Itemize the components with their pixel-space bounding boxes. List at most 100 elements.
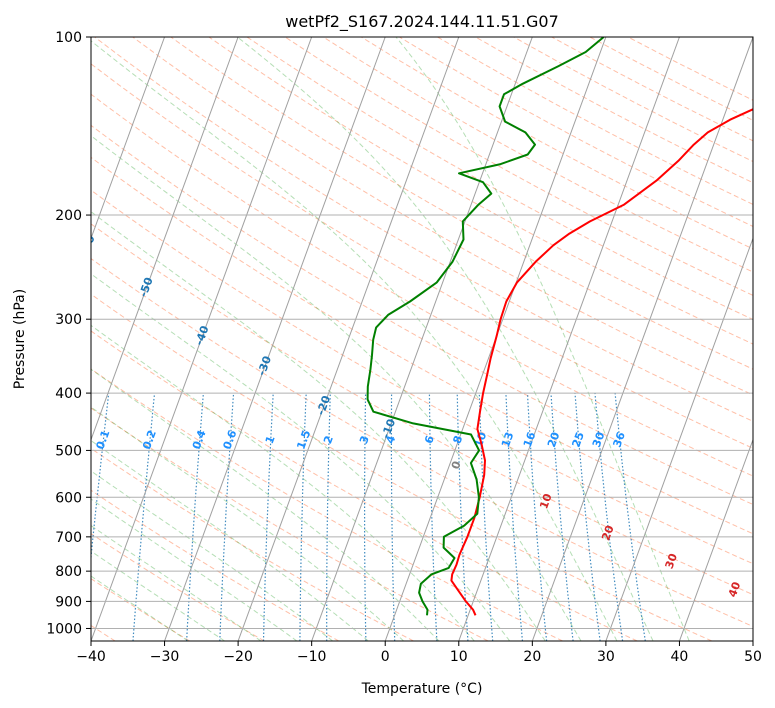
dry-adiabat [91, 330, 638, 641]
moist-adiabat-label: 20 [599, 523, 617, 542]
moist-adiabat [91, 550, 225, 641]
moist-adiabat [91, 524, 262, 641]
mixing-ratio-line [186, 393, 204, 641]
x-tick-label: −30 [150, 649, 180, 665]
moist-adiabat [237, 37, 654, 641]
mixing-ratio-label: 0.6 [221, 428, 240, 451]
x-tick-label: −10 [297, 649, 327, 665]
dry-adiabat [91, 156, 753, 535]
y-tick-label: 800 [55, 564, 82, 580]
isotherm [91, 37, 166, 240]
moist-adiabat [91, 470, 333, 641]
isotherms [91, 37, 753, 641]
mixing-ratio-line [299, 393, 307, 641]
mixing-ratio-label: 0.2 [140, 428, 159, 451]
dry-adiabat [91, 407, 489, 641]
y-tick-label: 900 [55, 594, 82, 610]
mixing-ratio-label: 16 [521, 430, 539, 449]
sounding-series [366, 37, 753, 616]
x-tick-label: −20 [223, 649, 253, 665]
x-tick-label: 30 [597, 649, 615, 665]
dry-adiabat-label: -50 [137, 275, 156, 298]
dry-adiabat [399, 37, 753, 228]
y-tick-label: 1000 [46, 621, 82, 637]
x-tick-label: 0 [381, 649, 390, 665]
mixing-ratio-label: 6 [422, 434, 437, 446]
dry-adiabat-label: -60 [78, 233, 97, 256]
dry-adiabat [513, 37, 753, 163]
isotherm [678, 438, 753, 641]
x-tick-label: −40 [76, 649, 106, 665]
dry-adiabat [91, 257, 753, 628]
y-axis-label: Pressure (hPa) [12, 289, 28, 389]
dry-adiabat [437, 37, 753, 205]
mixing-ratio-line [526, 393, 548, 641]
mixing-ratio-label: 30 [590, 430, 608, 449]
dry-adiabat [208, 37, 753, 345]
mixing-ratio-label: 1 [263, 434, 278, 446]
dry-adiabats [91, 37, 753, 641]
dry-adiabat [91, 223, 753, 596]
isotherm [91, 37, 239, 442]
isotherm [531, 37, 753, 641]
y-tick-label: 500 [55, 443, 82, 459]
moist-adiabat [395, 37, 690, 641]
dewpoint-line [366, 37, 605, 616]
mixing-ratio-line [505, 393, 524, 641]
moist-adiabat [91, 211, 546, 641]
plot-area: -100-90-80-70-60-50-40-30-20-10010203040… [26, 37, 753, 641]
moist-adiabat [91, 135, 582, 641]
isotherm [458, 37, 680, 641]
temperature-line [450, 108, 753, 616]
dry-adiabat [91, 368, 563, 641]
mixing-ratio-line [326, 393, 331, 641]
dry-adiabat [91, 489, 340, 641]
dry-adiabat-label: -20 [314, 394, 333, 417]
mixing-ratio-line [574, 393, 601, 641]
dry-adiabat [246, 37, 753, 321]
mixing-ratio-label: 3 [357, 434, 372, 446]
y-tick-label: 200 [55, 208, 82, 224]
y-tick-label: 300 [55, 312, 82, 328]
mixing-ratio-line [262, 393, 274, 641]
moist-adiabat [91, 273, 511, 641]
mixing-ratio-label: 4 [384, 434, 399, 446]
isotherm [164, 37, 386, 641]
x-axis-label: Temperature (°C) [361, 681, 483, 697]
moist-adiabats [91, 37, 690, 641]
moist-adiabat [91, 324, 475, 641]
dry-adiabat [322, 37, 753, 273]
dry-adiabat-label: -70 [26, 176, 45, 199]
dry-adiabat [284, 37, 753, 296]
moist-adiabat-label: 10 [537, 492, 555, 511]
x-tick-label: 50 [744, 649, 762, 665]
moist-adiabat-label: 30 [663, 551, 681, 570]
dry-adiabat [589, 37, 753, 121]
moist-adiabat [91, 439, 369, 641]
y-tick-label: 600 [55, 490, 82, 506]
x-tick-label: 20 [523, 649, 541, 665]
mixing-ratio-label: 36 [611, 430, 629, 449]
dry-adiabat [91, 189, 753, 565]
dry-adiabat [91, 124, 753, 506]
moist-adiabat [91, 40, 618, 641]
mixing-ratio-label: 2 [321, 434, 336, 446]
mixing-ratio-label: 13 [499, 430, 516, 449]
dry-adiabat [551, 37, 753, 142]
dry-adiabat [91, 93, 753, 477]
x-axis-ticks: −40 −30 −20 −10 0 10 20 30 40 50 [76, 641, 762, 665]
x-tick-label: 10 [450, 649, 468, 665]
mixing-ratio-lines [91, 393, 646, 641]
x-tick-label: 40 [671, 649, 689, 665]
mixing-ratio-line [550, 393, 574, 641]
mixing-ratio-line [390, 393, 396, 641]
chart-title: wetPf2_S167.2024.144.11.51.G07 [285, 12, 559, 32]
y-axis-ticks: 100 200 300 400 500 600 700 800 900 1000 [46, 30, 91, 637]
mixing-ratio-line [428, 393, 438, 641]
mixing-ratio-label: 25 [570, 430, 587, 449]
mixing-ratio-label: 0.4 [190, 428, 209, 451]
mixing-ratio-line [364, 393, 367, 641]
y-tick-label: 700 [55, 530, 82, 546]
mixing-ratio-label: 20 [545, 430, 563, 449]
